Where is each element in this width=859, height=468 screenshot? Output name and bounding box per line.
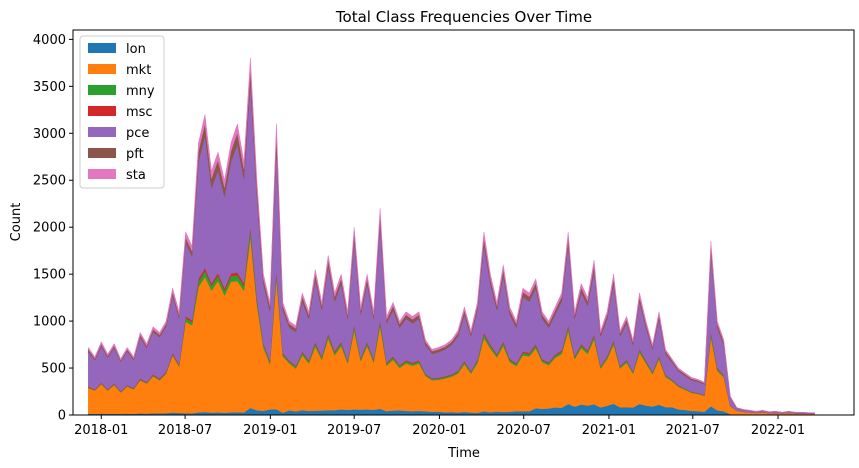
chart-title: Total Class Frequencies Over Time [335,8,592,26]
legend-label-mkt: mkt [126,63,151,78]
legend-label-pft: pft [126,147,144,162]
legend-swatch-mkt [88,64,116,74]
plot-frame [72,29,855,416]
y-tick-label: 3500 [33,80,66,95]
legend-swatch-msc [88,106,116,116]
x-tick-label: 2018-07 [158,423,212,438]
x-tick-label: 2022-01 [751,423,805,438]
legend-label-mny: mny [126,84,155,99]
y-tick-label: 1500 [33,268,66,283]
y-axis-title: Count [9,203,24,242]
x-axis-title: Time [447,446,480,461]
y-tick-label: 500 [41,362,66,377]
y-tick-label: 2500 [33,174,66,189]
legend-swatch-pft [88,148,116,158]
legend-label-sta: sta [126,168,146,183]
legend-label-pce: pce [126,126,149,141]
legend-swatch-sta [88,169,116,179]
y-tick-label: 2000 [33,221,66,236]
y-axis: 0 500 1000 1500 2000 2500 3000 3500 4000 [33,33,73,424]
legend-swatch-mny [88,85,116,95]
legend-label-msc: msc [126,105,153,120]
x-tick-label: 2019-07 [327,423,381,438]
y-tick-label: 1000 [33,315,66,330]
x-tick-label: 2020-07 [497,423,551,438]
legend-swatch-pce [88,127,116,137]
y-tick-label: 3000 [33,127,66,142]
x-tick-label: 2018-01 [74,423,128,438]
x-tick-label: 2020-01 [412,423,466,438]
x-tick-label: 2021-01 [582,423,636,438]
area-sta [88,58,815,413]
legend: lon mkt mny msc pce pft sta [79,35,165,189]
legend-swatch-lon [88,43,116,53]
y-tick-label: 4000 [33,33,66,48]
area-layers [88,58,815,416]
x-axis: 2018-01 2018-07 2019-01 2019-07 2020-01 2020-… [74,415,805,438]
x-tick-label: 2019-01 [243,423,297,438]
x-tick-label: 2021-07 [666,423,720,438]
legend-label-lon: lon [126,42,146,57]
y-tick-label: 0 [58,409,66,424]
